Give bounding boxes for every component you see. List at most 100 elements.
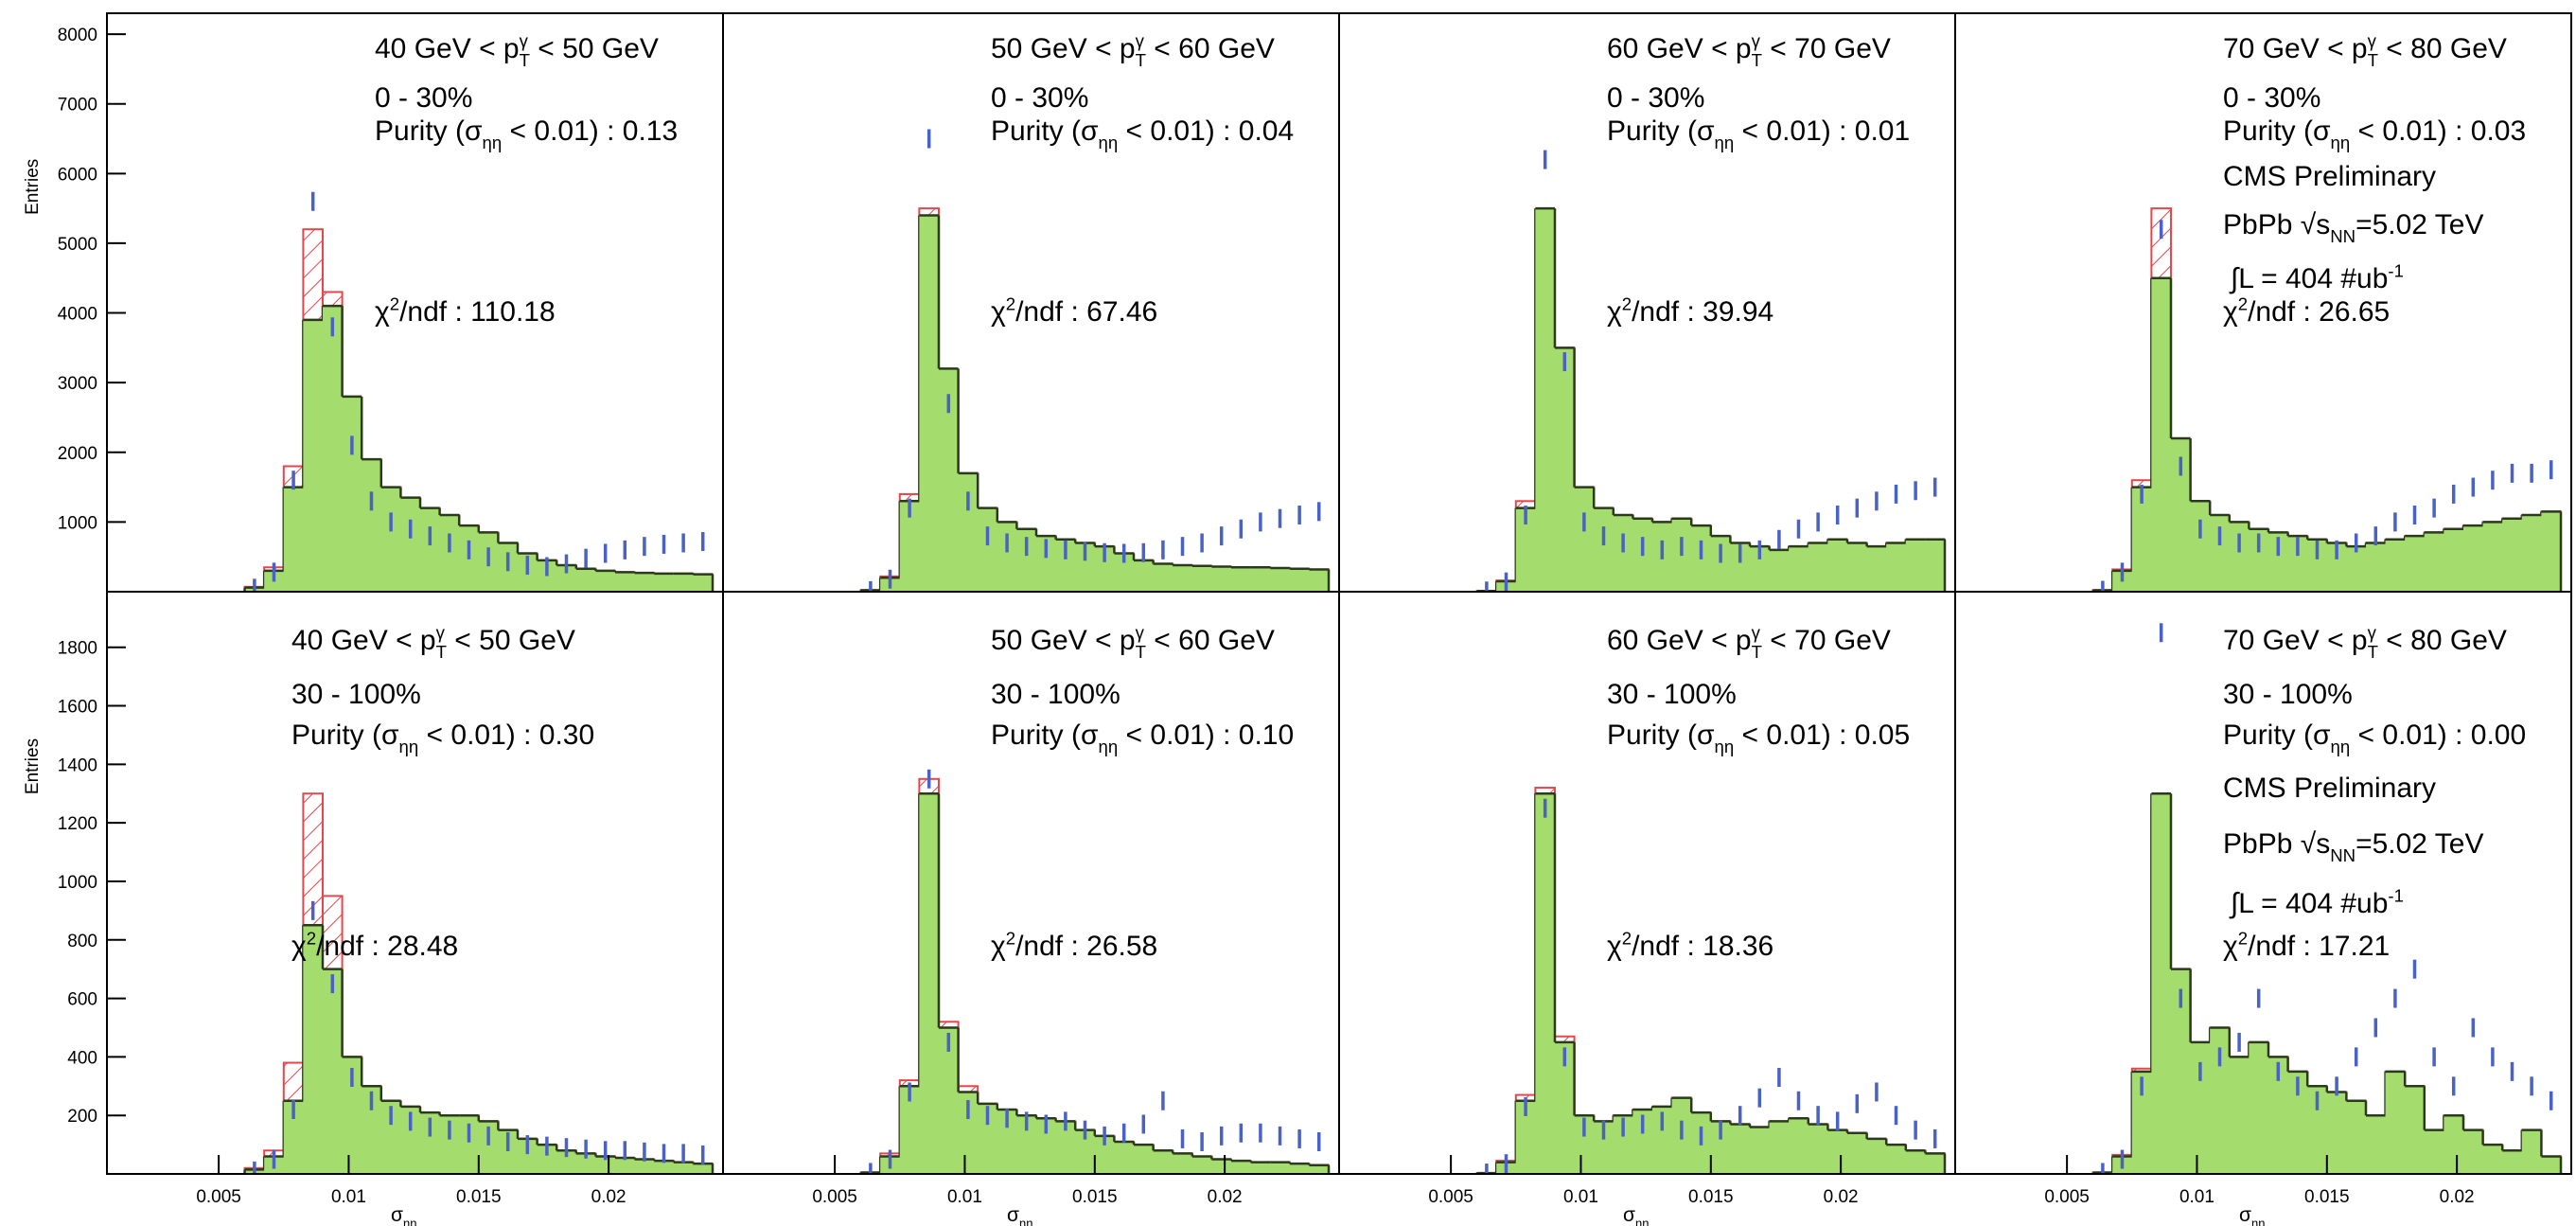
filled-bar <box>2521 515 2542 592</box>
annotation: χ2/ndf : 17.21 <box>2223 929 2390 962</box>
filled-bar <box>1231 567 1252 592</box>
filled-bar <box>595 1156 616 1174</box>
annotation: Purity (σηη < 0.01) : 0.30 <box>291 720 594 756</box>
filled-bar <box>2249 528 2269 592</box>
text-part: ηη <box>1635 1216 1649 1226</box>
text-part: < 50 GeV <box>530 33 659 64</box>
text-part: ηη <box>399 737 419 756</box>
filled-bar <box>1114 1142 1135 1174</box>
panel: 50 GeV < pγ T < 60 GeV 0 - 30%Purity (σηη … <box>722 12 1340 593</box>
text-part: L = 404 #ub <box>2238 888 2388 919</box>
text-part: /ndf : 39.94 <box>1632 296 1773 328</box>
filled-bar <box>1769 1121 1790 1174</box>
filled-bar <box>1808 1124 1828 1174</box>
text-part: /ndf : 17.21 <box>2248 931 2390 962</box>
filled-bar <box>1710 1121 1731 1174</box>
filled-bar <box>1710 536 1731 592</box>
filled-bar <box>2482 1145 2503 1174</box>
text-part: T <box>520 50 530 70</box>
filled-bar <box>518 1138 538 1174</box>
text-part: Purity (σ <box>991 720 1099 751</box>
annotation: 40 GeV < pγ T < 50 GeV <box>375 31 659 70</box>
filled-bar <box>1153 563 1173 592</box>
filled-bar <box>1866 1138 1887 1174</box>
y-tick-label: 3000 <box>58 374 97 394</box>
filled-bar <box>303 925 324 1174</box>
filled-bar <box>634 573 655 592</box>
filled-bar <box>459 1115 480 1174</box>
filled-bar <box>1094 546 1115 592</box>
text-part: ηη <box>1099 737 1119 756</box>
text-part: 30 - 100% <box>991 679 1120 710</box>
text-part: Purity (σ <box>1607 720 1715 751</box>
filled-bar <box>2190 1041 2211 1174</box>
filled-bar <box>2170 438 2192 592</box>
text-part: 0 - 30% <box>375 82 472 114</box>
text-part: < 70 GeV <box>1762 625 1891 656</box>
text-part: ηη <box>1019 1216 1032 1226</box>
text-part: /ndf : 28.48 <box>316 931 458 962</box>
filled-bar <box>1035 536 1057 592</box>
filled-bar <box>1925 539 1946 592</box>
text-part: T <box>1136 642 1146 662</box>
filled-bar <box>899 1086 920 1174</box>
text-part: T <box>2368 642 2378 662</box>
filled-bar <box>1574 487 1595 592</box>
text-part: < 60 GeV <box>1146 625 1275 656</box>
filled-bar <box>2170 968 2192 1174</box>
filled-bar <box>2541 511 2562 592</box>
filled-bar <box>1535 793 1556 1174</box>
filled-bar <box>693 1164 714 1174</box>
filled-bar <box>556 565 577 592</box>
y-tick-label: 7000 <box>58 96 97 115</box>
text-part: ηη <box>403 1216 416 1226</box>
annotation: 30 - 100% <box>2223 679 2353 710</box>
text-part: < 0.01) : 0.00 <box>2350 720 2526 751</box>
y-tick-label: 1400 <box>58 755 97 775</box>
text-part: ∫ <box>2229 263 2240 294</box>
text-part: L = 404 #ub <box>2238 263 2388 294</box>
filled-bar <box>322 968 344 1174</box>
plot-area <box>2091 207 2563 592</box>
text-part: ηη <box>2331 133 2351 152</box>
filled-bar <box>575 1153 596 1174</box>
filled-bar <box>1827 1129 1848 1174</box>
text-part: σ <box>391 1204 403 1226</box>
annotation: 70 GeV < pγ T < 80 GeV <box>2223 623 2507 662</box>
filled-bar <box>2366 542 2387 592</box>
text-part: 40 GeV < p <box>291 625 436 656</box>
text-part: 2 <box>390 294 399 314</box>
annotation: 60 GeV < pγ T < 70 GeV <box>1607 623 1891 662</box>
text-part: χ <box>2223 296 2238 328</box>
filled-bar <box>997 522 1017 592</box>
filled-bar <box>1231 1161 1252 1174</box>
text-part: PbPb √s <box>2223 209 2330 240</box>
text-part: /ndf : 26.65 <box>2248 296 2390 328</box>
x-tick-label: 0.02 <box>2440 1187 2475 1207</box>
filled-bar <box>1035 1118 1057 1174</box>
x-tick-label: 0.005 <box>196 1187 241 1207</box>
text-part: PbPb √s <box>2223 828 2330 860</box>
text-part: < 50 GeV <box>447 625 575 656</box>
filled-bar <box>1886 542 1907 592</box>
filled-bar <box>1094 1135 1115 1174</box>
filled-bar <box>2444 528 2464 592</box>
filled-bar <box>1594 1121 1614 1174</box>
filled-bar <box>478 1121 499 1174</box>
y-axis-label: Entries <box>23 159 43 215</box>
text-part: CMS Preliminary <box>2223 773 2436 804</box>
filled-bar <box>1309 1164 1330 1174</box>
annotation: 0 - 30% <box>1607 82 1704 114</box>
x-tick-label: 0.01 <box>2179 1187 2214 1207</box>
filled-bar <box>978 1103 998 1174</box>
filled-bar <box>1055 1121 1076 1174</box>
x-tick-label: 0.01 <box>1563 1187 1598 1207</box>
filled-bar <box>2249 1041 2269 1174</box>
filled-bar <box>634 1159 655 1174</box>
filled-bar <box>362 1086 382 1174</box>
text-part: < 0.01) : 0.03 <box>2350 115 2526 147</box>
x-tick-label: 0.015 <box>1688 1187 1734 1207</box>
filled-bar <box>1574 1115 1595 1174</box>
